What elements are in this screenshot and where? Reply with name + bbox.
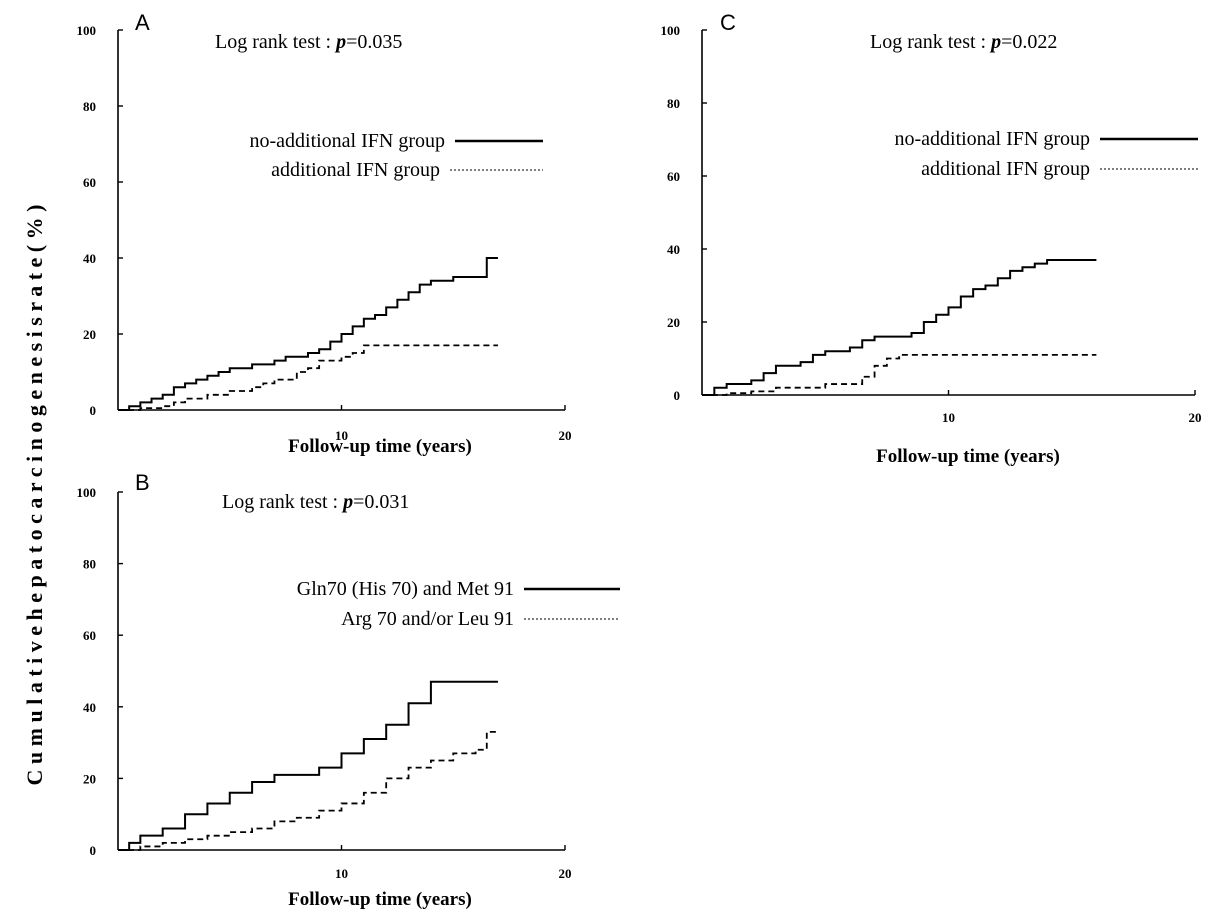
panel-b: 0 20 40 60 80 100 10 20 B Log rank test : p=0.031… bbox=[77, 470, 620, 910]
y-tick-label: 20 bbox=[83, 771, 96, 786]
panel-title: A bbox=[135, 10, 150, 35]
x-axis-label: Follow-up time (years) bbox=[288, 889, 472, 910]
y-tick-label: 0 bbox=[90, 843, 97, 858]
legend-label: additional IFN group bbox=[921, 158, 1090, 180]
y-tick-label: 40 bbox=[83, 700, 96, 715]
x-tick-label: 10 bbox=[335, 428, 348, 443]
x-tick-label: 20 bbox=[1189, 410, 1202, 425]
y-tick-label: 20 bbox=[667, 315, 680, 330]
x-tick-label: 20 bbox=[559, 428, 572, 443]
y-tick-label: 60 bbox=[83, 175, 96, 190]
panel-title: B bbox=[135, 470, 150, 495]
y-tick-label: 80 bbox=[83, 99, 96, 114]
legend-label: no-additional IFN group bbox=[894, 128, 1090, 150]
y-tick-label: 80 bbox=[83, 557, 96, 572]
x-tick-label: 20 bbox=[559, 866, 572, 881]
y-tick-label: 100 bbox=[661, 23, 681, 38]
y-tick-label: 40 bbox=[83, 251, 96, 266]
legend-label: additional IFN group bbox=[271, 159, 440, 181]
series-line-dashed bbox=[118, 730, 498, 851]
y-tick-label: 0 bbox=[674, 388, 681, 403]
x-tick-label: 10 bbox=[335, 866, 348, 881]
legend-label: Gln70 (His 70) and Met 91 bbox=[297, 578, 514, 600]
y-tick-label: 60 bbox=[83, 628, 96, 643]
series-line-solid bbox=[702, 258, 1097, 396]
series-line-dashed bbox=[702, 353, 1097, 396]
panel-subtitle: Log rank test : p=0.022 bbox=[870, 31, 1057, 53]
series-line-solid bbox=[118, 680, 498, 851]
series-line-solid bbox=[118, 257, 498, 411]
x-axis-label: Follow-up time (years) bbox=[288, 436, 472, 457]
y-tick-label: 20 bbox=[83, 327, 96, 342]
y-tick-label: 100 bbox=[77, 23, 97, 38]
y-tick-label: 100 bbox=[77, 485, 97, 500]
y-tick-label: 40 bbox=[667, 242, 680, 257]
y-tick-label: 80 bbox=[667, 96, 680, 111]
panel-a: 0 20 40 60 80 100 10 20 A Log rank test : p=0.035… bbox=[77, 10, 572, 457]
y-tick-label: 60 bbox=[667, 169, 680, 184]
panel-title: C bbox=[720, 10, 736, 35]
y-tick-label: 0 bbox=[90, 403, 97, 418]
x-axis-label: Follow-up time (years) bbox=[876, 446, 1060, 467]
legend-label: no-additional IFN group bbox=[249, 130, 445, 152]
legend-label: Arg 70 and/or Leu 91 bbox=[341, 608, 514, 630]
panel-subtitle: Log rank test : p=0.031 bbox=[222, 491, 409, 513]
y-axis-label: C u m u l a t i v e h e p a t o c a r c … bbox=[22, 205, 47, 786]
panel-c: 0 20 40 60 80 100 10 20 C Log rank test : p=0.022… bbox=[661, 10, 1202, 467]
panel-subtitle: Log rank test : p=0.035 bbox=[215, 31, 402, 53]
series-line-dashed bbox=[118, 344, 498, 411]
x-tick-label: 10 bbox=[942, 410, 955, 425]
